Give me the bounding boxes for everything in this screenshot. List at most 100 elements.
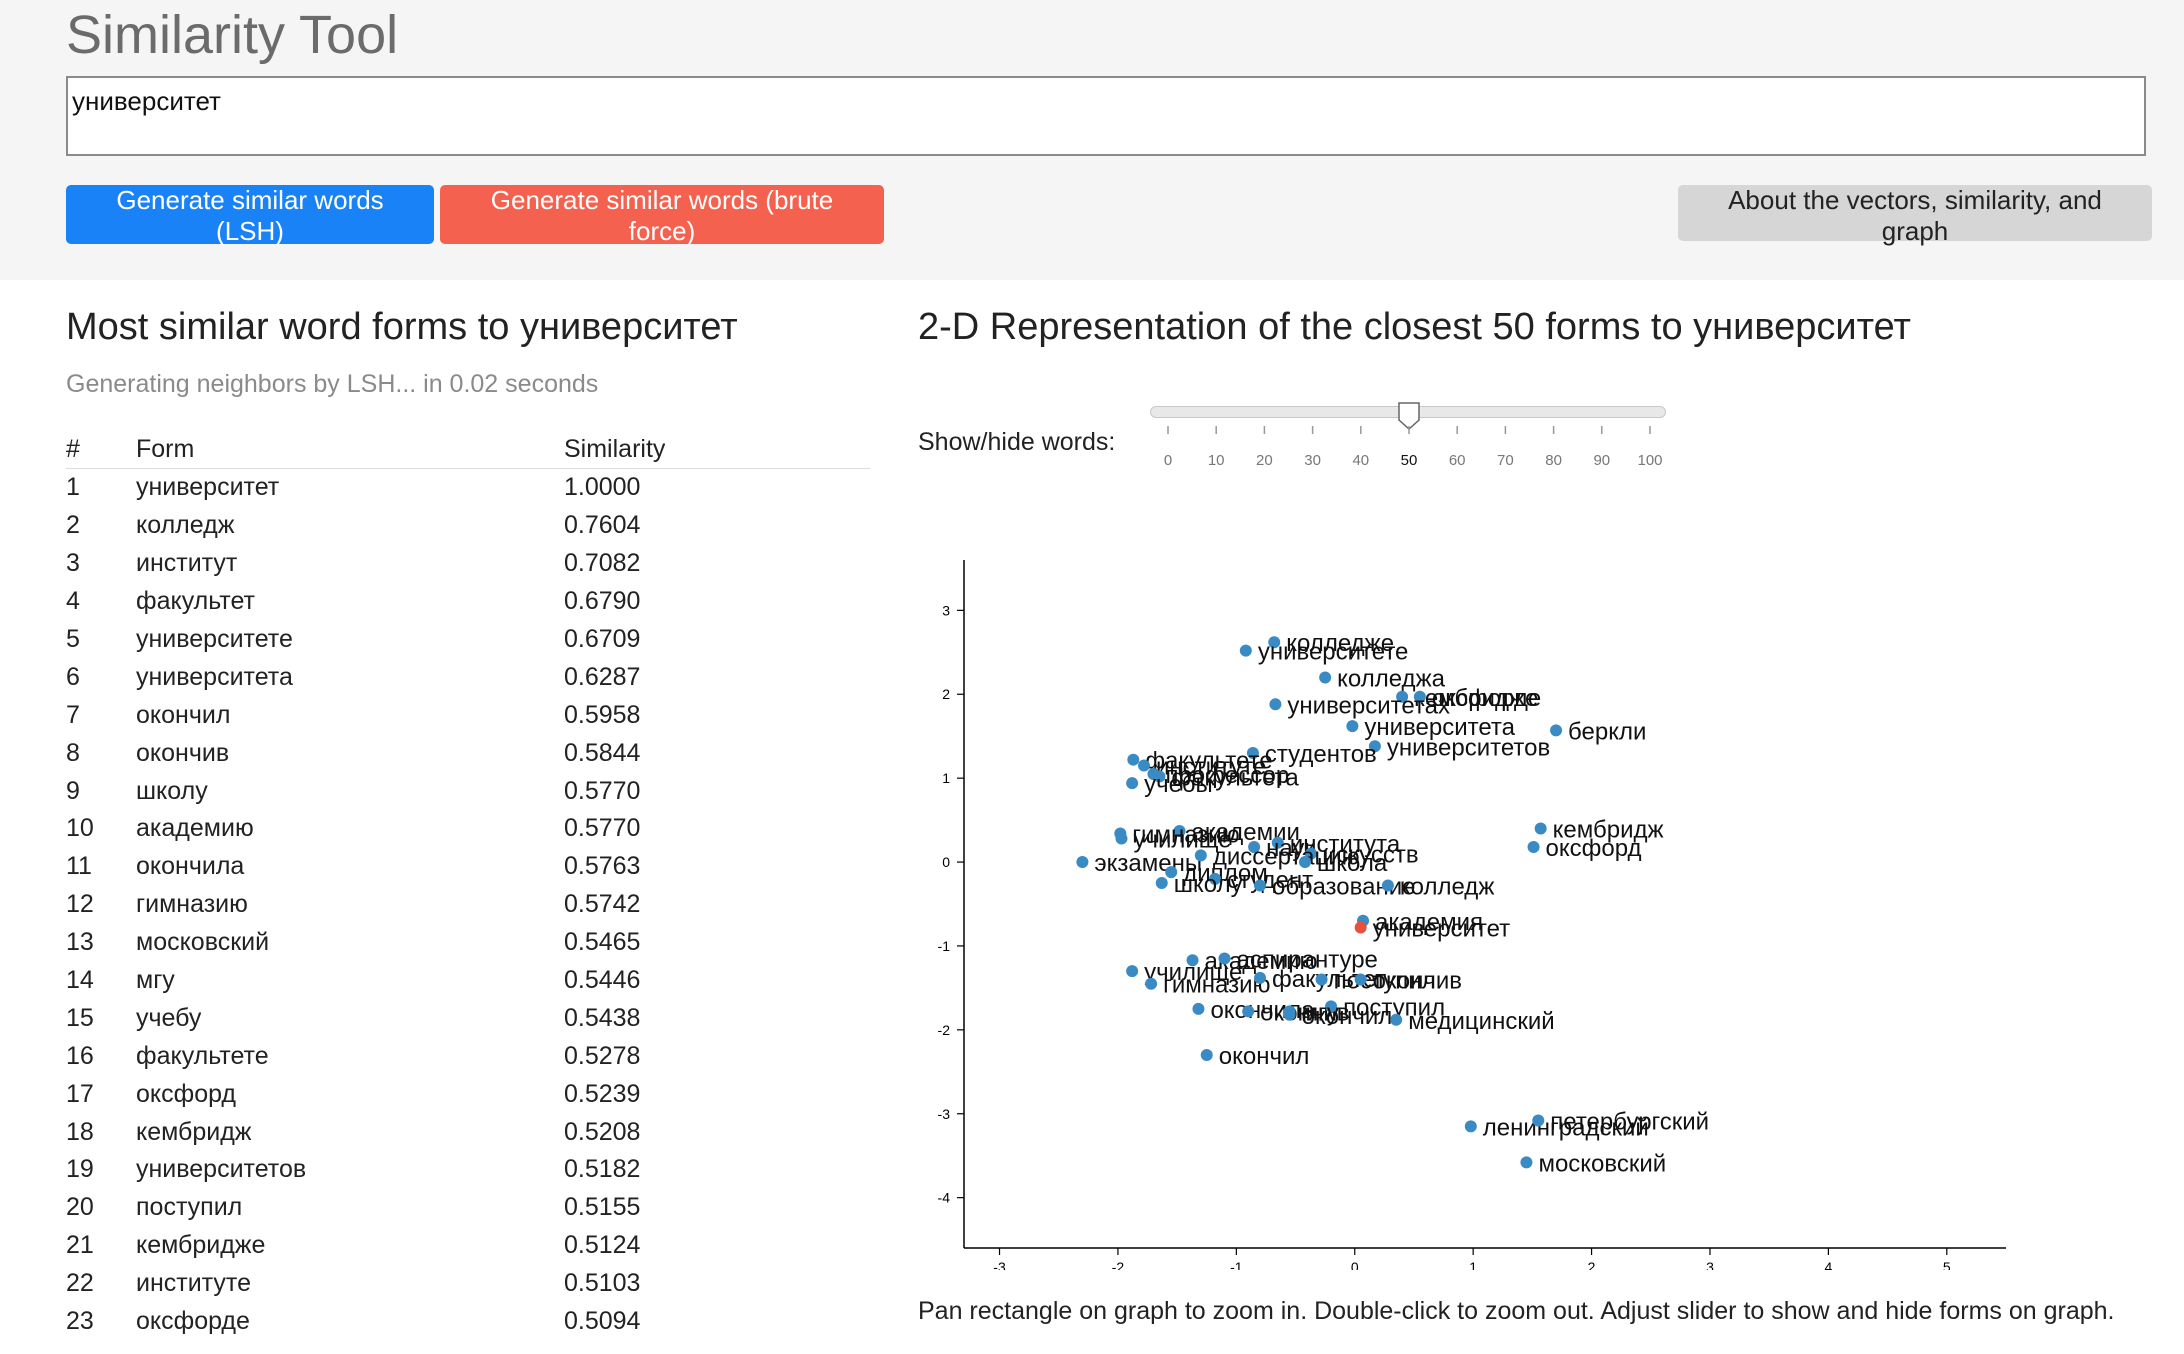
data-point[interactable] (1271, 836, 1284, 849)
row-form: институте (136, 1269, 251, 1298)
table-row: 9 школу 0.5770 (66, 772, 870, 810)
data-point[interactable] (1413, 690, 1426, 703)
app-title: Similarity Tool (66, 5, 399, 65)
table-row: 12 гимназию 0.5742 (66, 886, 870, 924)
point-label: московский (1538, 1150, 1666, 1177)
row-num: 5 (66, 625, 80, 653)
data-point[interactable] (1165, 866, 1178, 879)
data-point[interactable] (1153, 770, 1166, 783)
data-point[interactable] (1269, 698, 1282, 711)
query-input[interactable]: университет (66, 76, 2146, 156)
table-row: 16 факультете 0.5278 (66, 1037, 870, 1075)
slider-tick-label: 30 (1304, 452, 1321, 469)
data-point[interactable] (1304, 847, 1317, 860)
data-point[interactable] (1532, 1114, 1545, 1127)
data-point[interactable] (1254, 971, 1267, 984)
data-point[interactable] (1200, 1049, 1213, 1062)
data-point[interactable] (1126, 965, 1139, 978)
column-header-similarity: Similarity (564, 430, 870, 469)
point-label: факультет (1272, 966, 1386, 993)
data-point[interactable] (1254, 879, 1267, 892)
data-point[interactable] (1126, 777, 1139, 790)
data-point[interactable] (1248, 840, 1261, 853)
row-similarity: 1.0000 (564, 473, 641, 502)
data-point[interactable] (1550, 724, 1563, 737)
data-point[interactable] (1354, 921, 1367, 934)
table-row: 14 мгу 0.5446 (66, 962, 870, 1000)
point-label: гимназию (1163, 972, 1270, 999)
scatter-chart[interactable]: -3 -2 -1 0 1 2 3 4 53210-1-2-3-4колледжеуниверси… (918, 540, 2038, 1270)
x-tick-label: -2 (1112, 1259, 1125, 1270)
generate-lsh-button[interactable]: Generate similar words (LSH) (66, 185, 434, 246)
data-point[interactable] (1268, 636, 1281, 649)
data-point[interactable] (1186, 954, 1199, 967)
data-point[interactable] (1155, 877, 1168, 890)
data-point[interactable] (1325, 1000, 1338, 1013)
data-point[interactable] (1127, 753, 1140, 766)
table-row: 5 университете 0.6709 (66, 621, 870, 659)
slider-tick-label: 90 (1593, 452, 1610, 469)
point-label: университетов (1387, 734, 1550, 761)
x-tick-label: 0 (1351, 1259, 1359, 1270)
row-form: университетов (136, 1155, 307, 1184)
data-point[interactable] (1396, 690, 1409, 703)
table-row: 17 оксфорд 0.5239 (66, 1075, 870, 1113)
data-point[interactable] (1239, 644, 1252, 657)
row-form: кембридже (136, 1231, 266, 1260)
table-row: 10 академию 0.5770 (66, 810, 870, 848)
y-tick-label: -3 (938, 1106, 951, 1122)
generate-brute-force-button[interactable]: Generate similar words (brute force) (440, 185, 884, 246)
data-point[interactable] (1390, 1013, 1403, 1026)
row-form: окончила (136, 852, 245, 881)
row-form: московский (136, 928, 270, 957)
data-point[interactable] (1299, 856, 1312, 869)
data-point[interactable] (1145, 977, 1158, 990)
data-point[interactable] (1192, 1002, 1205, 1015)
row-similarity: 0.5208 (564, 1117, 641, 1146)
data-point[interactable] (1520, 1156, 1533, 1169)
slider-tick-label: 40 (1352, 452, 1369, 469)
row-num: 4 (66, 587, 80, 616)
x-tick-label: 2 (1588, 1259, 1596, 1270)
table-row: 21 кембридже 0.5124 (66, 1227, 870, 1265)
data-point[interactable] (1283, 1005, 1296, 1018)
data-point[interactable] (1354, 973, 1367, 986)
data-point[interactable] (1076, 856, 1089, 869)
data-point[interactable] (1173, 825, 1186, 838)
data-point[interactable] (1242, 1005, 1255, 1018)
data-point[interactable] (1346, 720, 1359, 733)
row-num: 23 (66, 1307, 94, 1336)
data-point[interactable] (1218, 952, 1231, 965)
graph-caption: Pan rectangle on graph to zoom in. Doubl… (918, 1297, 2115, 1325)
row-similarity: 0.5239 (564, 1079, 641, 1108)
slider-tick-label: 60 (1449, 452, 1466, 469)
about-button[interactable]: About the vectors, similarity, and graph (1678, 185, 2152, 246)
slider-handle[interactable] (1398, 402, 1420, 430)
table-row: 22 институте 0.5103 (66, 1265, 870, 1303)
data-point[interactable] (1209, 872, 1222, 885)
row-num: 18 (66, 1117, 94, 1146)
data-point[interactable] (1534, 822, 1547, 835)
data-point[interactable] (1194, 849, 1207, 862)
data-point[interactable] (1115, 832, 1128, 845)
row-similarity: 0.5103 (564, 1269, 641, 1298)
row-form: академию (136, 814, 254, 843)
row-form: окончил (136, 700, 231, 729)
data-point[interactable] (1137, 759, 1150, 772)
row-form: оксфорд (136, 1079, 237, 1108)
data-point[interactable] (1464, 1120, 1477, 1133)
point-label: кембридж (1553, 816, 1664, 843)
data-point[interactable] (1368, 740, 1381, 753)
point-label: поступил (1334, 968, 1436, 995)
point-label: школа (1317, 850, 1388, 877)
data-point[interactable] (1319, 671, 1332, 684)
row-similarity: 0.6709 (564, 625, 641, 653)
row-form: школу (136, 776, 208, 805)
data-point[interactable] (1315, 973, 1328, 986)
data-point[interactable] (1527, 840, 1540, 853)
point-label: университетах (1287, 692, 1450, 719)
row-similarity: 0.5124 (564, 1231, 641, 1260)
data-point[interactable] (1246, 746, 1259, 759)
point-label: ленинградский (1483, 1114, 1649, 1141)
data-point[interactable] (1381, 879, 1394, 892)
